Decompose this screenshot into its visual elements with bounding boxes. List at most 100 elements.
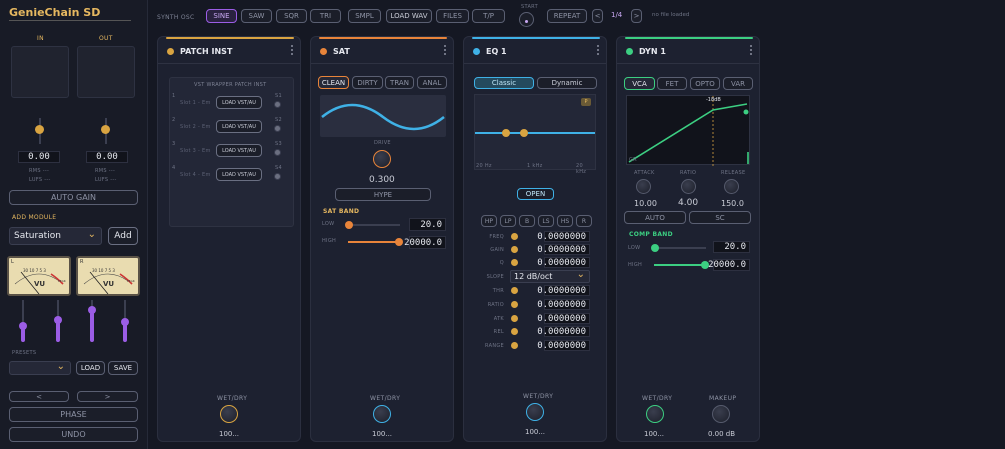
- preset-load-button[interactable]: LOAD: [76, 361, 105, 375]
- eq-power-icon[interactable]: [473, 48, 480, 55]
- slot-led-icon[interactable]: [274, 149, 281, 156]
- dyn-wet-knob[interactable]: [646, 405, 664, 423]
- send-fader-1[interactable]: [19, 300, 27, 342]
- out-fader-thumb[interactable]: [101, 125, 110, 134]
- osc-sine-button[interactable]: SINE: [206, 9, 237, 23]
- sat-power-icon[interactable]: [320, 48, 327, 55]
- slot-led-icon[interactable]: [274, 125, 281, 132]
- eq-filter-hp[interactable]: HP: [481, 215, 497, 227]
- sat-tab-clean[interactable]: CLEAN: [318, 76, 349, 89]
- dyn-tab-opto[interactable]: OPTO: [690, 77, 720, 90]
- patch-menu-icon[interactable]: [291, 45, 294, 55]
- dyn-low-value[interactable]: 20.0: [713, 241, 750, 253]
- prev-file-button[interactable]: <: [592, 9, 603, 23]
- dyn-release-knob[interactable]: [724, 179, 739, 194]
- dyn-tab-fet[interactable]: FET: [657, 77, 687, 90]
- sat-high-value[interactable]: 20000.0: [404, 236, 446, 249]
- sat-tab-tran[interactable]: TRAN: [385, 76, 414, 89]
- load-vst-button[interactable]: LOAD VST/AU: [216, 96, 262, 109]
- sat-low-slider[interactable]: [345, 221, 400, 229]
- eq-rel-value[interactable]: 0.0000000: [537, 326, 590, 337]
- eq-filter-lp[interactable]: LP: [500, 215, 516, 227]
- eq-param-q-value[interactable]: 0.0000000: [537, 257, 590, 268]
- eq-p-badge[interactable]: P: [581, 98, 591, 106]
- patch-wet-knob[interactable]: [220, 405, 238, 423]
- dyn-ratio-knob[interactable]: [681, 179, 696, 194]
- patch-power-icon[interactable]: [167, 48, 174, 55]
- sat-menu-icon[interactable]: [444, 45, 447, 55]
- dyn-graph-corner: GR: [629, 157, 637, 163]
- eq-tab-dynamic[interactable]: Dynamic: [537, 77, 597, 89]
- out-value[interactable]: 0.00: [86, 151, 128, 163]
- dyn-auto-button[interactable]: AUTO: [624, 211, 686, 224]
- eq-tab-classic[interactable]: Classic: [474, 77, 534, 89]
- dyn-makeup-knob[interactable]: [712, 405, 730, 423]
- auto-gain-button[interactable]: AUTO GAIN: [9, 190, 138, 205]
- phase-button[interactable]: PHASE: [9, 407, 138, 422]
- preset-next-button[interactable]: >: [77, 391, 138, 402]
- files-button[interactable]: FILES: [436, 9, 469, 23]
- eq-filter-ls[interactable]: LS: [538, 215, 554, 227]
- dyn-menu-icon[interactable]: [750, 45, 753, 55]
- eq-param-gain-value[interactable]: 0.0000000: [537, 244, 590, 255]
- dyn-attack-knob[interactable]: [636, 179, 651, 194]
- dyn-tab-vca[interactable]: VCA: [624, 77, 655, 90]
- eq-graph[interactable]: P 20 Hz 1 kHz 20 kHz: [474, 94, 596, 175]
- osc-smpl-button[interactable]: SMPL: [348, 9, 381, 23]
- eq-param-freq-value[interactable]: 0.0000000: [537, 231, 590, 242]
- dyn-power-icon[interactable]: [626, 48, 633, 55]
- tp-button[interactable]: T/P: [472, 9, 505, 23]
- preset-select[interactable]: ⌄: [9, 361, 71, 375]
- in-value[interactable]: 0.00: [18, 151, 60, 163]
- sat-tab-dirty[interactable]: DIRTY: [352, 76, 383, 89]
- repeat-button[interactable]: REPEAT: [547, 9, 587, 23]
- module-select[interactable]: Saturation ⌄: [9, 227, 102, 245]
- next-file-button[interactable]: >: [631, 9, 642, 23]
- start-button[interactable]: [519, 12, 534, 27]
- send-fader-3[interactable]: [88, 300, 96, 342]
- eq-filter-b[interactable]: B: [519, 215, 535, 227]
- eq-filter-hs[interactable]: HS: [557, 215, 573, 227]
- eq-node-1[interactable]: [502, 129, 510, 137]
- eq-param-freq-label: FREQ: [489, 234, 504, 240]
- sat-hype-button[interactable]: HYPE: [335, 188, 431, 201]
- dyn-transfer-graph[interactable]: -18dB GR: [626, 95, 750, 166]
- eq-wet-knob[interactable]: [526, 403, 544, 421]
- dyn-high-slider[interactable]: [654, 261, 709, 269]
- dyn-low-slider[interactable]: [651, 244, 706, 252]
- add-button[interactable]: Add: [108, 227, 138, 245]
- eq-thr-value[interactable]: 0.0000000: [537, 285, 590, 296]
- eq-open-button[interactable]: OPEN: [517, 188, 554, 200]
- sat-drive-knob[interactable]: [373, 150, 391, 168]
- load-vst-button[interactable]: LOAD VST/AU: [216, 120, 262, 133]
- eq-menu-icon[interactable]: [597, 45, 600, 55]
- slot-led-icon[interactable]: [274, 101, 281, 108]
- undo-button[interactable]: UNDO: [9, 427, 138, 442]
- eq-range-value[interactable]: 0.0000000: [537, 340, 590, 351]
- sat-high-slider[interactable]: [348, 238, 403, 246]
- eq-filter-r[interactable]: R: [576, 215, 592, 227]
- dyn-tab-var[interactable]: VAR: [723, 77, 753, 90]
- eq-atk-value[interactable]: 0.0000000: [537, 313, 590, 324]
- load-wav-button[interactable]: LOAD WAV: [386, 9, 432, 23]
- eq-slope-select[interactable]: 12 dB/oct ⌄: [510, 269, 590, 283]
- send-fader-2[interactable]: [54, 300, 62, 342]
- dyn-high-value[interactable]: 20000.0: [708, 259, 750, 271]
- preset-save-button[interactable]: SAVE: [108, 361, 138, 375]
- sat-wet-knob[interactable]: [373, 405, 391, 423]
- load-vst-button[interactable]: LOAD VST/AU: [216, 168, 262, 181]
- eq-ratio-value[interactable]: 0.0000000: [537, 299, 590, 310]
- osc-saw-button[interactable]: SAW: [241, 9, 272, 23]
- sat-low-value[interactable]: 20.0: [409, 218, 446, 231]
- eq-atk-label: ATK: [493, 316, 504, 322]
- slot-led-icon[interactable]: [274, 173, 281, 180]
- load-vst-button[interactable]: LOAD VST/AU: [216, 144, 262, 157]
- osc-sqr-button[interactable]: SQR: [276, 9, 307, 23]
- send-fader-4[interactable]: [121, 300, 129, 342]
- preset-prev-button[interactable]: <: [9, 391, 69, 402]
- eq-node-2[interactable]: [520, 129, 528, 137]
- sat-tab-anal[interactable]: ANAL: [417, 76, 447, 89]
- dyn-sc-button[interactable]: SC: [689, 211, 751, 224]
- in-fader-thumb[interactable]: [35, 125, 44, 134]
- osc-tri-button[interactable]: TRI: [310, 9, 341, 23]
